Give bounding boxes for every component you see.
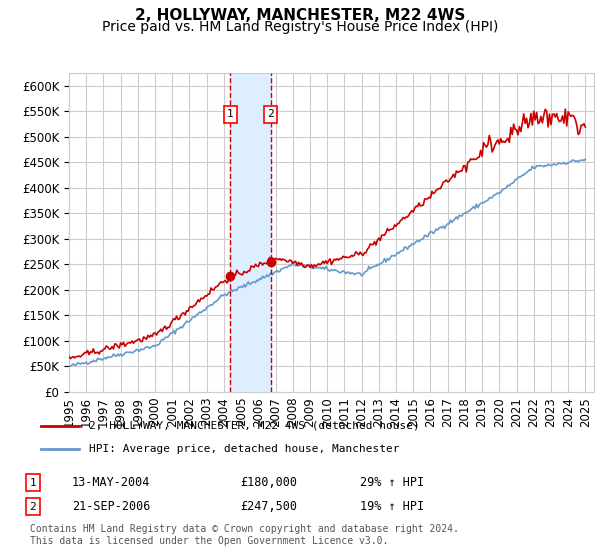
Text: 2: 2: [29, 502, 37, 512]
Text: 2, HOLLYWAY, MANCHESTER, M22 4WS (detached house): 2, HOLLYWAY, MANCHESTER, M22 4WS (detach…: [89, 421, 420, 431]
Text: 2, HOLLYWAY, MANCHESTER, M22 4WS: 2, HOLLYWAY, MANCHESTER, M22 4WS: [135, 8, 465, 24]
Text: Contains HM Land Registry data © Crown copyright and database right 2024.
This d: Contains HM Land Registry data © Crown c…: [30, 524, 459, 546]
Text: Price paid vs. HM Land Registry's House Price Index (HPI): Price paid vs. HM Land Registry's House …: [102, 20, 498, 34]
Text: 2: 2: [268, 109, 274, 119]
Text: 21-SEP-2006: 21-SEP-2006: [72, 500, 151, 514]
Text: 1: 1: [29, 478, 37, 488]
Text: 29% ↑ HPI: 29% ↑ HPI: [360, 476, 424, 489]
Text: £247,500: £247,500: [240, 500, 297, 514]
Bar: [230, 73, 271, 392]
Text: 1: 1: [227, 109, 233, 119]
Text: 19% ↑ HPI: 19% ↑ HPI: [360, 500, 424, 514]
Text: £180,000: £180,000: [240, 476, 297, 489]
Text: 13-MAY-2004: 13-MAY-2004: [72, 476, 151, 489]
Text: HPI: Average price, detached house, Manchester: HPI: Average price, detached house, Manc…: [89, 445, 400, 454]
